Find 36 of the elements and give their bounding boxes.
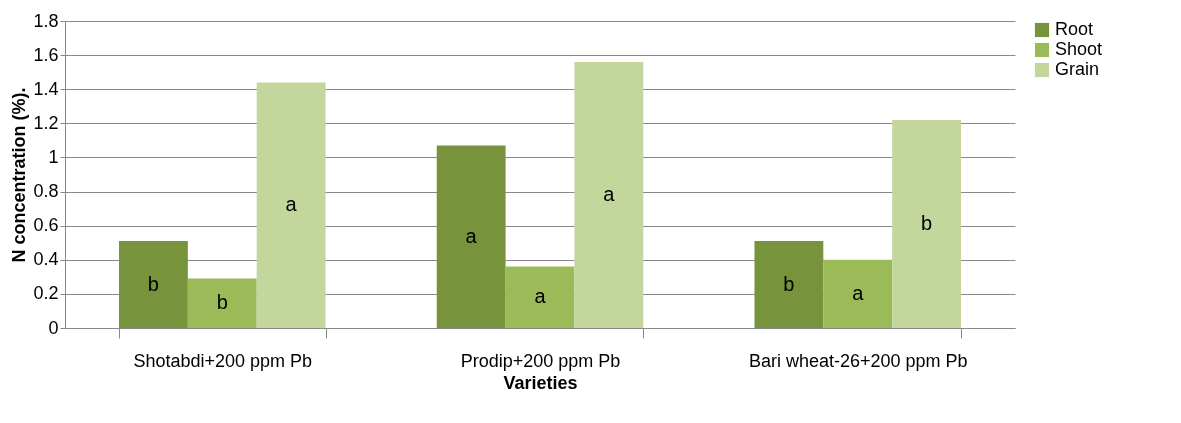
data-label: a: [603, 182, 616, 205]
data-label: a: [534, 285, 547, 308]
x-axis-title: Varieties: [503, 372, 578, 393]
data-label: a: [285, 193, 298, 216]
bar: [754, 241, 824, 328]
data-label: a: [852, 281, 865, 304]
data-label: b: [783, 272, 795, 295]
bar: [256, 82, 326, 328]
y-tick-label: 0.8: [33, 181, 59, 202]
bar: [823, 259, 893, 328]
y-tick-label: 0.4: [33, 249, 59, 270]
y-tick-label: 1: [48, 146, 59, 167]
bar: [505, 266, 575, 328]
data-label: b: [921, 211, 933, 234]
y-axis-title: N concentration (%).: [9, 87, 30, 263]
y-tick-label: 0.2: [33, 283, 59, 304]
legend-label: Root: [1055, 19, 1094, 39]
x-tick-label: Shotabdi+200 ppm Pb: [133, 350, 313, 371]
bar: [119, 241, 188, 328]
bar: [574, 61, 644, 328]
data-label: b: [216, 291, 228, 314]
y-tick-label: 1.2: [33, 112, 59, 133]
y-tick-label: 1.6: [33, 44, 59, 65]
legend-label: Shoot: [1055, 39, 1103, 59]
y-tick-label: 0.6: [33, 215, 59, 236]
y-tick-label: 0: [48, 317, 59, 338]
x-tick-label: Prodip+200 ppm Pb: [460, 350, 621, 371]
data-label: a: [465, 224, 478, 247]
bar: [892, 119, 961, 328]
y-tick-label: 1.8: [33, 10, 59, 31]
legend-label: Grain: [1055, 59, 1100, 79]
y-tick-label: 1.4: [33, 78, 59, 99]
x-tick-label: Bari wheat-26+200 ppm Pb: [748, 350, 968, 371]
data-label: b: [147, 272, 159, 295]
bar: [436, 145, 506, 328]
bar: [187, 278, 257, 328]
